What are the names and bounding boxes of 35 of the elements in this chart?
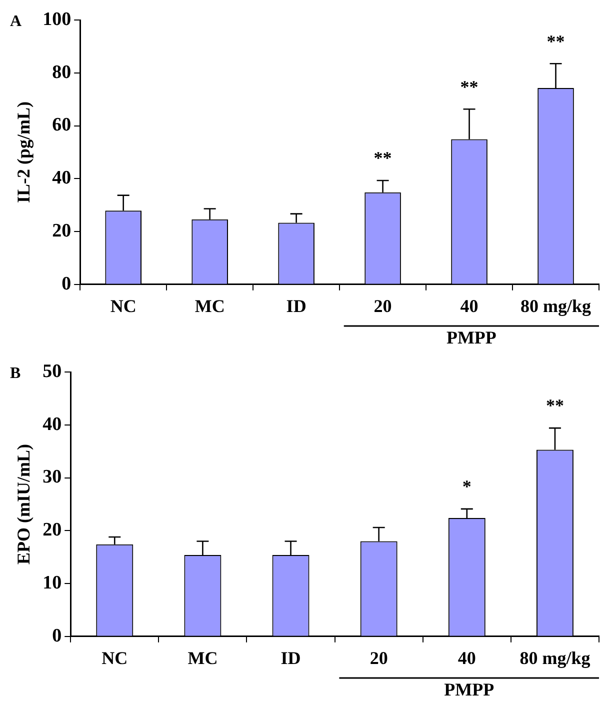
y-tick-label: 0	[52, 625, 62, 646]
y-tick-label: 100	[42, 8, 72, 30]
x-tick-label: 80 mg/kg	[520, 648, 590, 668]
annotation: *	[462, 476, 472, 497]
y-tick-label: 40	[42, 414, 62, 435]
x-tick-label: 80 mg/kg	[520, 296, 592, 316]
x-tick-label: ID	[280, 648, 301, 668]
x-tick-label: 40	[460, 296, 478, 316]
chart-title: B	[10, 365, 21, 382]
y-tick-label: 60	[52, 114, 72, 136]
x-tick-label: 40	[458, 648, 476, 668]
chart-title: A	[10, 13, 22, 30]
y-axis-title: IL-2 (pg/mL)	[13, 101, 34, 203]
annotation: **	[546, 31, 565, 52]
y-tick-label: 10	[42, 572, 62, 594]
x-tick-label: 20	[370, 648, 388, 668]
y-tick-label: 30	[42, 466, 62, 488]
text: PMPP	[446, 328, 496, 348]
y-axis-title: EPO (mIU/mL)	[13, 444, 34, 564]
annotation: **	[546, 396, 564, 416]
x-tick-label: NC	[110, 296, 136, 316]
text: PMPP	[444, 680, 494, 700]
x-tick-label: 20	[374, 296, 392, 316]
x-tick-label: ID	[286, 296, 306, 316]
annotation: **	[374, 148, 392, 168]
y-tick-label: 0	[62, 273, 72, 294]
y-tick-label: 20	[42, 520, 62, 541]
y-tick-label: 50	[42, 360, 62, 382]
y-tick-label: 80	[52, 62, 72, 83]
x-tick-label: MC	[194, 296, 225, 316]
annotation: **	[460, 76, 478, 97]
y-tick-label: 40	[52, 168, 72, 189]
y-tick-label: 20	[52, 220, 72, 242]
x-tick-label: NC	[102, 648, 128, 668]
x-tick-label: MC	[188, 648, 218, 668]
